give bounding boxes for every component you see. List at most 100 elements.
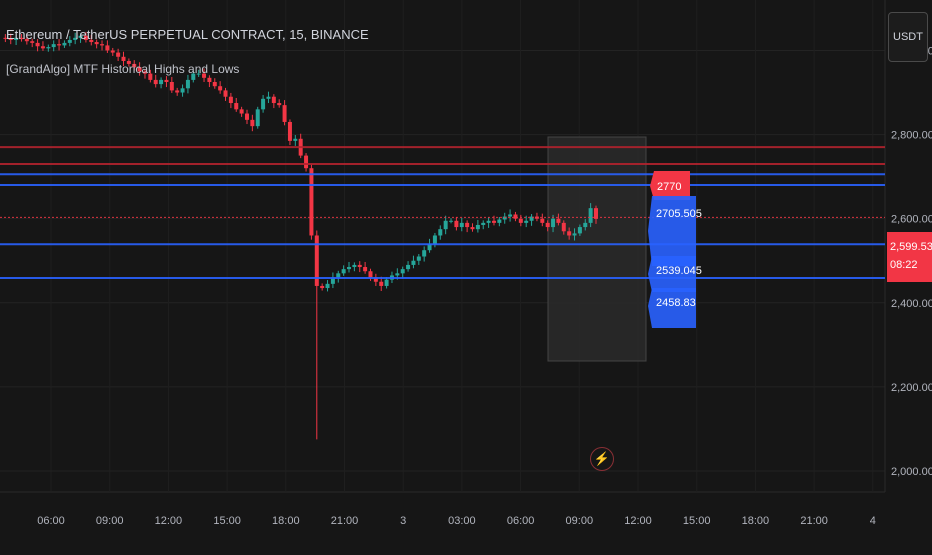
candle-body [212, 82, 217, 87]
candle-body [51, 44, 56, 48]
candle-body [110, 50, 115, 53]
candle-body [83, 35, 88, 40]
candle-body [180, 88, 185, 93]
candle-body [352, 264, 357, 268]
candle-body [459, 222, 464, 228]
level-label-blue-mid: 2539.045 [656, 265, 702, 277]
level-label-red-top-bg [650, 171, 690, 200]
candle-body [228, 96, 233, 104]
candle-body [475, 224, 480, 230]
candle-body [73, 37, 78, 40]
candle-body [379, 281, 384, 286]
time-tick-label: 06:00 [507, 515, 535, 527]
currency-button[interactable]: USDT [888, 12, 928, 62]
candle-body [121, 56, 126, 61]
current-price: 2,599.53 [890, 241, 932, 253]
candle-body [185, 79, 190, 89]
candle-body [40, 46, 45, 49]
candle-body [191, 73, 196, 80]
candle-body [244, 113, 249, 120]
candle-body [3, 37, 8, 39]
candle-body [62, 42, 67, 46]
bar-countdown: 08:22 [890, 259, 918, 271]
candle-body [277, 103, 282, 106]
candle-body [261, 98, 266, 110]
candle-body [142, 71, 147, 74]
candle-body [304, 155, 309, 169]
time-tick-label: 15:00 [683, 515, 711, 527]
indicator-name[interactable]: [GrandAlgo] MTF Historical Highs and Low… [6, 62, 240, 76]
time-tick-label: 06:00 [37, 515, 65, 527]
candle-body [556, 218, 561, 223]
candle-body [540, 218, 545, 223]
candle-body [341, 269, 346, 274]
candle-body [14, 37, 19, 40]
candle-body [314, 235, 319, 286]
candle-body [78, 35, 83, 38]
candle-body [105, 45, 110, 51]
candle-body [202, 73, 207, 78]
candle-body [8, 38, 13, 40]
price-tick-label: 2,800.00 [891, 130, 932, 142]
candle-body [148, 73, 153, 80]
candle-body [336, 273, 341, 278]
candle-body [239, 109, 244, 114]
level-label-blue-upper-bg [648, 196, 696, 266]
candle-body [293, 138, 298, 141]
candle-body [449, 220, 454, 222]
price-tick-label: 2,000.00 [891, 466, 932, 478]
level-label-blue-low-bg [648, 288, 696, 328]
candle-body [223, 90, 228, 97]
candle-body [347, 267, 352, 270]
candle-body [271, 96, 276, 104]
candle-body [19, 37, 24, 40]
candle-body [132, 63, 137, 68]
candle-body [567, 231, 572, 236]
candle-body [594, 208, 598, 219]
candle-body [443, 220, 448, 230]
candle-body [282, 105, 287, 122]
time-tick-label: 12:00 [155, 515, 183, 527]
candle-body [325, 283, 330, 289]
candle-body [100, 44, 105, 46]
candle-body [545, 222, 550, 228]
price-tick-label: 2,200.00 [891, 382, 932, 394]
candle-body [137, 67, 142, 72]
candle-body [116, 52, 121, 57]
selection-box[interactable] [547, 136, 647, 362]
candle-body [126, 60, 131, 64]
candle-body [207, 77, 212, 82]
time-tick-label: 09:00 [566, 515, 594, 527]
time-tick-label: 4 [870, 515, 876, 527]
level-label-red-top: 2770 [657, 181, 681, 193]
candle-body [432, 235, 437, 244]
time-tick-label: 15:00 [213, 515, 241, 527]
flash-icon[interactable]: ⚡ [590, 447, 614, 471]
time-tick-label: 21:00 [800, 515, 828, 527]
candle-body [395, 273, 400, 276]
candle-body [218, 86, 223, 91]
candle-body [411, 260, 416, 265]
time-tick-label: 09:00 [96, 515, 124, 527]
candle-body [508, 214, 513, 217]
candle-body [513, 214, 518, 219]
level-label-blue-mid-bg [648, 256, 696, 292]
candle-body [196, 73, 201, 75]
candle-body [497, 219, 502, 223]
candle-body [153, 79, 158, 85]
price-tick-label: 2,400.00 [891, 298, 932, 310]
time-tick-label: 18:00 [742, 515, 770, 527]
candle-body [422, 250, 427, 257]
candle-body [357, 264, 362, 268]
candle-body [234, 103, 239, 110]
candle-body [551, 218, 556, 228]
candle-body [427, 243, 432, 251]
candle-body [572, 233, 577, 236]
candle-body [363, 267, 368, 272]
candle-body [406, 264, 411, 270]
candle-body [159, 79, 164, 85]
candle-body [491, 220, 496, 223]
candle-body [529, 216, 534, 221]
